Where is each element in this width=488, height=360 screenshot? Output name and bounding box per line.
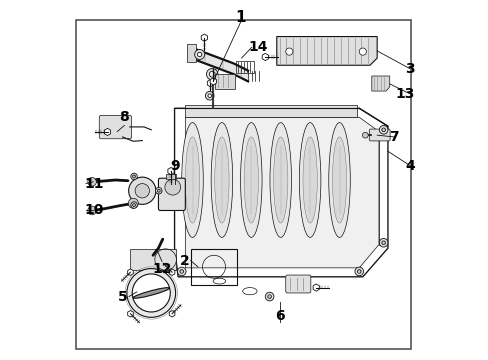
Polygon shape: [201, 34, 207, 41]
Polygon shape: [169, 269, 175, 275]
Polygon shape: [210, 78, 216, 85]
Circle shape: [132, 204, 135, 207]
Circle shape: [88, 177, 96, 186]
FancyBboxPatch shape: [99, 116, 131, 139]
Bar: [185, 105, 357, 117]
Circle shape: [135, 184, 149, 198]
Text: 8: 8: [119, 111, 129, 125]
Circle shape: [359, 48, 366, 55]
Ellipse shape: [328, 123, 349, 237]
Bar: [129, 249, 176, 270]
Polygon shape: [371, 76, 389, 91]
Circle shape: [267, 295, 271, 298]
Circle shape: [164, 179, 180, 195]
Circle shape: [209, 71, 215, 77]
Circle shape: [357, 270, 360, 273]
Polygon shape: [104, 129, 110, 135]
Text: 6: 6: [275, 310, 285, 323]
Circle shape: [157, 189, 160, 192]
Text: 3: 3: [405, 62, 414, 76]
Polygon shape: [167, 167, 174, 175]
Circle shape: [155, 188, 162, 194]
Circle shape: [362, 132, 367, 138]
Circle shape: [177, 267, 185, 276]
Circle shape: [207, 94, 211, 98]
Polygon shape: [127, 269, 133, 275]
Bar: [236, 60, 254, 73]
Ellipse shape: [269, 123, 291, 237]
Bar: [215, 74, 234, 89]
Circle shape: [354, 267, 363, 276]
Ellipse shape: [240, 123, 262, 237]
Polygon shape: [185, 117, 378, 268]
Bar: [190, 249, 237, 285]
FancyBboxPatch shape: [158, 178, 185, 211]
Polygon shape: [262, 53, 268, 60]
Circle shape: [206, 68, 218, 80]
Circle shape: [126, 269, 175, 318]
Circle shape: [180, 270, 183, 273]
Text: 1: 1: [235, 10, 245, 24]
Circle shape: [285, 48, 292, 55]
Bar: [165, 174, 176, 179]
Ellipse shape: [299, 123, 320, 237]
Circle shape: [128, 198, 138, 208]
Circle shape: [381, 128, 385, 132]
Ellipse shape: [185, 137, 199, 223]
Polygon shape: [207, 80, 213, 87]
Text: 13: 13: [395, 87, 414, 101]
Circle shape: [131, 173, 137, 180]
FancyBboxPatch shape: [368, 129, 389, 141]
Text: 9: 9: [169, 159, 179, 173]
Circle shape: [205, 91, 214, 100]
Circle shape: [265, 292, 273, 301]
Text: 10: 10: [85, 203, 104, 217]
Ellipse shape: [214, 137, 228, 223]
Circle shape: [381, 241, 385, 244]
Polygon shape: [169, 311, 175, 317]
Circle shape: [379, 126, 387, 134]
Circle shape: [379, 238, 387, 247]
Polygon shape: [276, 37, 376, 65]
Text: 11: 11: [85, 177, 104, 190]
Bar: [187, 44, 196, 62]
Circle shape: [194, 49, 204, 59]
Circle shape: [131, 202, 137, 208]
Circle shape: [132, 175, 135, 178]
Text: 14: 14: [247, 40, 267, 54]
Circle shape: [128, 177, 156, 204]
Ellipse shape: [211, 123, 232, 237]
Polygon shape: [127, 311, 133, 317]
Text: 7: 7: [388, 130, 398, 144]
Ellipse shape: [273, 137, 287, 223]
Polygon shape: [312, 284, 319, 291]
Circle shape: [197, 52, 202, 57]
Text: 4: 4: [404, 159, 414, 173]
Ellipse shape: [332, 137, 346, 223]
Ellipse shape: [303, 137, 317, 223]
Text: 12: 12: [152, 262, 171, 276]
Text: 5: 5: [118, 289, 128, 303]
Circle shape: [88, 206, 96, 215]
FancyBboxPatch shape: [285, 275, 310, 293]
Text: 2: 2: [180, 254, 190, 268]
Ellipse shape: [244, 137, 258, 223]
Ellipse shape: [133, 288, 169, 298]
Circle shape: [132, 274, 170, 312]
Ellipse shape: [182, 123, 203, 237]
Polygon shape: [174, 108, 387, 277]
